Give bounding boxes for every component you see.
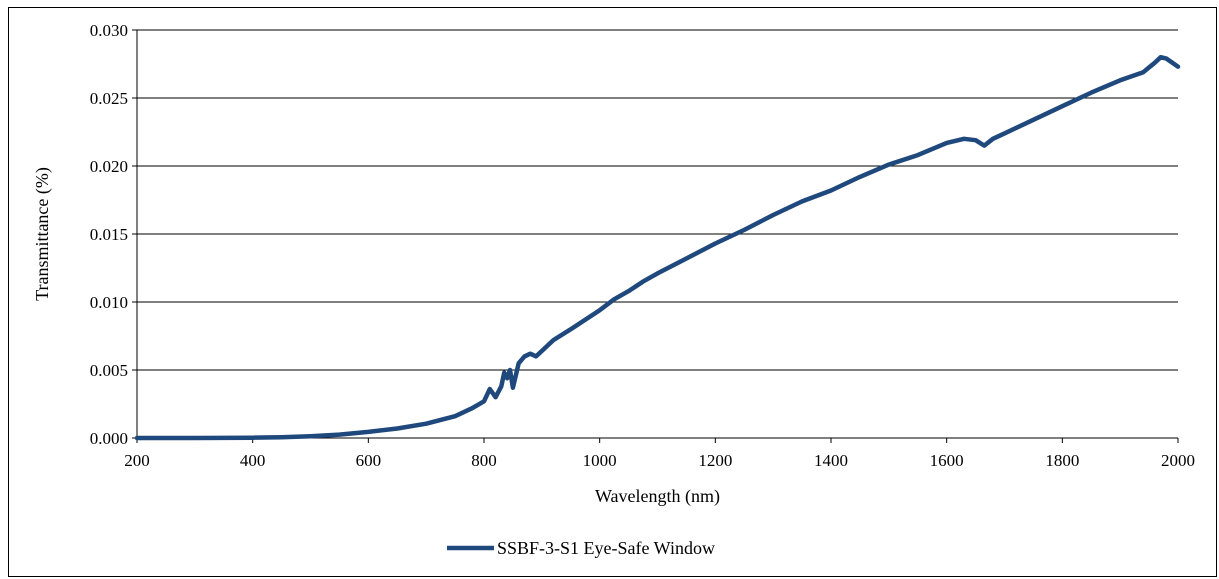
y-tick-labels: 0.000 0.005 0.010 0.015 0.020 0.025 0.030 [90,21,128,448]
series-line [134,54,1181,441]
x-axis-title: Wavelength (nm) [595,486,720,507]
y-tick-label: 0.005 [90,361,128,380]
gridlines [137,29,1178,371]
x-tick-label: 2000 [1161,451,1195,470]
legend: SSBF-3-S1 Eye-Safe Window [447,538,715,558]
y-tick-label: 0.010 [90,293,128,312]
plot-series [134,54,1181,441]
x-tick-labels: 200 400 600 800 1000 1200 1400 1600 1800 2000 [124,451,1195,470]
x-tick-label: 1200 [698,451,732,470]
y-tick-label: 0.015 [90,225,128,244]
legend-label: SSBF-3-S1 Eye-Safe Window [497,538,715,558]
x-tick-label: 400 [240,451,266,470]
x-tick-label: 1800 [1045,451,1079,470]
y-tick-label: 0.020 [90,157,128,176]
y-axis-title: Transmittance (%) [32,167,53,301]
x-tick-label: 600 [356,451,382,470]
y-tick-label: 0.030 [90,21,128,40]
x-tick-label: 200 [124,451,150,470]
x-tick-label: 1400 [814,451,848,470]
chart-frame [8,7,1217,577]
x-tick-label: 1000 [583,451,617,470]
y-tick-label: 0.025 [90,89,128,108]
axes [132,29,1179,443]
x-tick-label: 800 [471,451,497,470]
x-tick-label: 1600 [930,451,964,470]
y-tick-label: 0.000 [90,429,128,448]
